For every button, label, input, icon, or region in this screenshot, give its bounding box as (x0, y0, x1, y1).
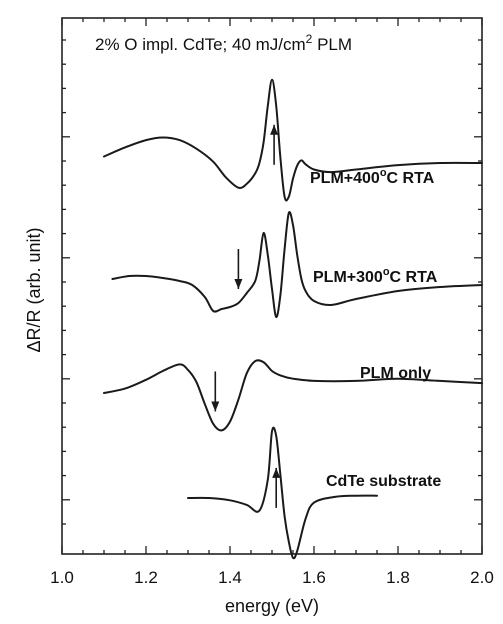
chart-title: 2% O impl. CdTe; 40 mJ/cm2 PLM (95, 32, 352, 54)
arrow-4 (272, 467, 281, 508)
series-line-1 (103, 78, 483, 202)
x-tick-label: 1.4 (218, 568, 242, 587)
y-axis-label: ΔR/R (arb. unit) (24, 227, 44, 352)
x-tick-label: 1.6 (302, 568, 326, 587)
axis-ticks (61, 18, 483, 554)
curves (103, 78, 483, 560)
label-plm-300: PLM+300oC RTA (313, 266, 438, 286)
series-line-2 (111, 211, 483, 319)
x-axis-label: energy (eV) (225, 596, 319, 616)
arrows (211, 124, 281, 508)
series-line-4 (187, 426, 378, 560)
label-cdte-substrate: CdTe substrate (326, 473, 441, 490)
label-plm-only: PLM only (360, 365, 431, 382)
x-tick-label: 1.8 (386, 568, 410, 587)
arrow-1 (270, 124, 279, 165)
label-plm-400: PLM+400oC RTA (310, 167, 435, 187)
x-tick-labels: 1.0 1.2 1.4 1.6 1.8 2.0 (50, 568, 494, 587)
series-line-3 (103, 359, 483, 432)
arrow-3 (211, 371, 220, 412)
arrow-2 (234, 249, 243, 289)
x-tick-label: 2.0 (470, 568, 494, 587)
x-tick-label: 1.0 (50, 568, 74, 587)
x-tick-label: 1.2 (134, 568, 158, 587)
